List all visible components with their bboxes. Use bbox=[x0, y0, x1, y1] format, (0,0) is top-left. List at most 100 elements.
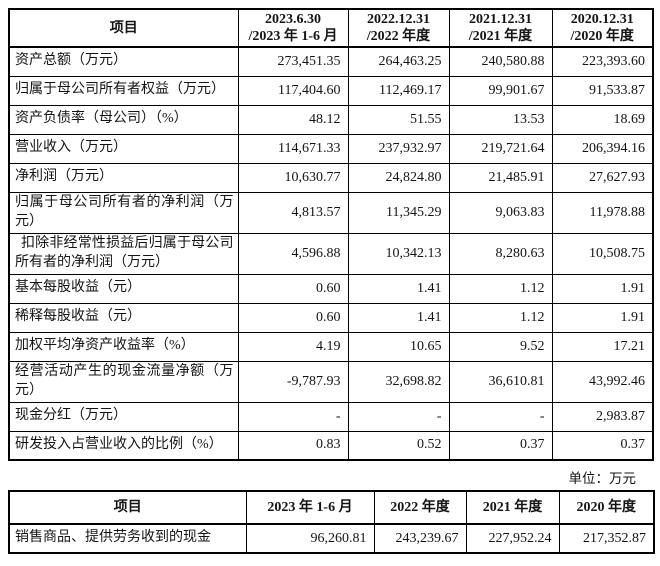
cell-value: 10.65 bbox=[347, 331, 450, 362]
cell-value: 0.60 bbox=[237, 273, 349, 304]
cell-value: 2,983.87 bbox=[551, 401, 654, 432]
header-cell-item: 项目 bbox=[8, 8, 239, 49]
cell-value: 114,671.33 bbox=[237, 133, 349, 164]
document-page: 项目 2023.6.30/2023 年 1-6 月 2022.12.31/202… bbox=[0, 8, 660, 566]
table-row: 扣除非经常性损益后归属于母公司所有者的净利润（万元） 4,596.88 10,3… bbox=[8, 232, 654, 275]
table-row: 经营活动产生的现金流量净额（万元） -9,787.93 32,698.82 36… bbox=[8, 360, 654, 403]
header-cell-period-2022: 2022.12.31/2022 年度 bbox=[347, 8, 450, 49]
cell-value: 99,901.67 bbox=[448, 75, 553, 106]
unit-note: 单位：万元 bbox=[568, 471, 637, 487]
row-label: 资产总额（万元） bbox=[8, 46, 239, 77]
cell-value: 1.12 bbox=[448, 302, 553, 333]
cell-value: 1.91 bbox=[551, 302, 654, 333]
cell-value: 51.55 bbox=[347, 104, 450, 135]
table-row: 现金分红（万元） - - - 2,983.87 bbox=[8, 401, 654, 432]
table-row: 净利润（万元） 10,630.77 24,824.80 21,485.91 27… bbox=[8, 162, 654, 193]
header-cell-period-2021: 2021.12.31/2021 年度 bbox=[448, 8, 553, 49]
table-row: 资产负债率（母公司）（%） 48.12 51.55 13.53 18.69 bbox=[8, 104, 654, 135]
cell-value: 18.69 bbox=[551, 104, 654, 135]
header-cell-period-2022: 2022 年度 bbox=[373, 490, 467, 526]
table-row: 销售商品、提供劳务收到的现金 96,260.81 243,239.67 227,… bbox=[8, 523, 655, 554]
header-cell-period-2020: 2020.12.31/2020 年度 bbox=[551, 8, 654, 49]
cell-value: 8,280.63 bbox=[448, 232, 553, 275]
row-label: 销售商品、提供劳务收到的现金 bbox=[8, 523, 247, 554]
row-label: 归属于母公司所有者的净利润（万元） bbox=[8, 191, 239, 234]
table-row: 营业收入（万元） 114,671.33 237,932.97 219,721.6… bbox=[8, 133, 654, 164]
cell-value: 4,813.57 bbox=[237, 191, 349, 234]
cell-value: 36,610.81 bbox=[448, 360, 553, 403]
cell-value: 10,342.13 bbox=[347, 232, 450, 275]
table-header-row: 项目 2023 年 1-6 月 2022 年度 2021 年度 2020 年度 bbox=[8, 490, 655, 526]
header-cell-period-2023h1: 2023 年 1-6 月 bbox=[245, 490, 375, 526]
table-row: 加权平均净资产收益率（%） 4.19 10.65 9.52 17.21 bbox=[8, 331, 654, 362]
cell-value: - bbox=[237, 401, 349, 432]
cell-value: 11,345.29 bbox=[347, 191, 450, 234]
cell-value: 243,239.67 bbox=[373, 523, 467, 554]
header-cell-period-2021: 2021 年度 bbox=[465, 490, 560, 526]
table-row: 基本每股收益（元） 0.60 1.41 1.12 1.91 bbox=[8, 273, 654, 304]
cell-value: 0.60 bbox=[237, 302, 349, 333]
cell-value: 27,627.93 bbox=[551, 162, 654, 193]
row-label: 经营活动产生的现金流量净额（万元） bbox=[8, 360, 239, 403]
cell-value: 10,508.75 bbox=[551, 232, 654, 275]
cell-value: 0.37 bbox=[448, 430, 553, 461]
cell-value: 17.21 bbox=[551, 331, 654, 362]
cell-value: 217,352.87 bbox=[558, 523, 655, 554]
row-label: 净利润（万元） bbox=[8, 162, 239, 193]
row-label: 研发投入占营业收入的比例（%） bbox=[8, 430, 239, 461]
table-row: 研发投入占营业收入的比例（%） 0.83 0.52 0.37 0.37 bbox=[8, 430, 654, 461]
row-label: 现金分红（万元） bbox=[8, 401, 239, 432]
cell-value: 48.12 bbox=[237, 104, 349, 135]
cell-value: 24,824.80 bbox=[347, 162, 450, 193]
cell-value: 13.53 bbox=[448, 104, 553, 135]
cell-value: 264,463.25 bbox=[347, 46, 450, 77]
cell-value: 227,952.24 bbox=[465, 523, 560, 554]
row-label: 资产负债率（母公司）（%） bbox=[8, 104, 239, 135]
cell-value: 112,469.17 bbox=[347, 75, 450, 106]
cell-value: - bbox=[448, 401, 553, 432]
header-cell-item: 项目 bbox=[8, 490, 247, 526]
cell-value: 0.52 bbox=[347, 430, 450, 461]
cell-value: 206,394.16 bbox=[551, 133, 654, 164]
table-row: 归属于母公司所有者的净利润（万元） 4,813.57 11,345.29 9,0… bbox=[8, 191, 654, 234]
cell-value: 219,721.64 bbox=[448, 133, 553, 164]
cell-value: 91,533.87 bbox=[551, 75, 654, 106]
header-cell-period-2023h1: 2023.6.30/2023 年 1-6 月 bbox=[237, 8, 349, 49]
cell-value: 1.91 bbox=[551, 273, 654, 304]
cell-value: 32,698.82 bbox=[347, 360, 450, 403]
cell-value: 43,992.46 bbox=[551, 360, 654, 403]
cell-value: 1.41 bbox=[347, 302, 450, 333]
cell-value: 1.12 bbox=[448, 273, 553, 304]
cell-value: 273,451.35 bbox=[237, 46, 349, 77]
row-label: 加权平均净资产收益率（%） bbox=[8, 331, 239, 362]
row-label: 基本每股收益（元） bbox=[8, 273, 239, 304]
row-label: 营业收入（万元） bbox=[8, 133, 239, 164]
cell-value: 0.83 bbox=[237, 430, 349, 461]
cell-value: 240,580.88 bbox=[448, 46, 553, 77]
row-label: 归属于母公司所有者权益（万元） bbox=[8, 75, 239, 106]
table-header-row: 项目 2023.6.30/2023 年 1-6 月 2022.12.31/202… bbox=[8, 8, 654, 49]
row-label: 稀释每股收益（元） bbox=[8, 302, 239, 333]
cell-value: - bbox=[347, 401, 450, 432]
cell-value: 96,260.81 bbox=[245, 523, 375, 554]
cell-value: 4,596.88 bbox=[237, 232, 349, 275]
cell-value: 9,063.83 bbox=[448, 191, 553, 234]
cell-value: 9.52 bbox=[448, 331, 553, 362]
table-row: 稀释每股收益（元） 0.60 1.41 1.12 1.91 bbox=[8, 302, 654, 333]
table-row: 资产总额（万元） 273,451.35 264,463.25 240,580.8… bbox=[8, 46, 654, 77]
header-cell-period-2020: 2020 年度 bbox=[558, 490, 655, 526]
row-label: 扣除非经常性损益后归属于母公司所有者的净利润（万元） bbox=[8, 232, 239, 275]
cash-receipts-table: 项目 2023 年 1-6 月 2022 年度 2021 年度 2020 年度 … bbox=[8, 490, 655, 555]
cell-value: 10,630.77 bbox=[237, 162, 349, 193]
cell-value: 237,932.97 bbox=[347, 133, 450, 164]
cell-value: 21,485.91 bbox=[448, 162, 553, 193]
cell-value: 4.19 bbox=[237, 331, 349, 362]
cell-value: 11,978.88 bbox=[551, 191, 654, 234]
cell-value: 223,393.60 bbox=[551, 46, 654, 77]
table-row: 归属于母公司所有者权益（万元） 117,404.60 112,469.17 99… bbox=[8, 75, 654, 106]
cell-value: 117,404.60 bbox=[237, 75, 349, 106]
cell-value: -9,787.93 bbox=[237, 360, 349, 403]
cell-value: 0.37 bbox=[551, 430, 654, 461]
financial-summary-table: 项目 2023.6.30/2023 年 1-6 月 2022.12.31/202… bbox=[8, 8, 654, 462]
cell-value: 1.41 bbox=[347, 273, 450, 304]
